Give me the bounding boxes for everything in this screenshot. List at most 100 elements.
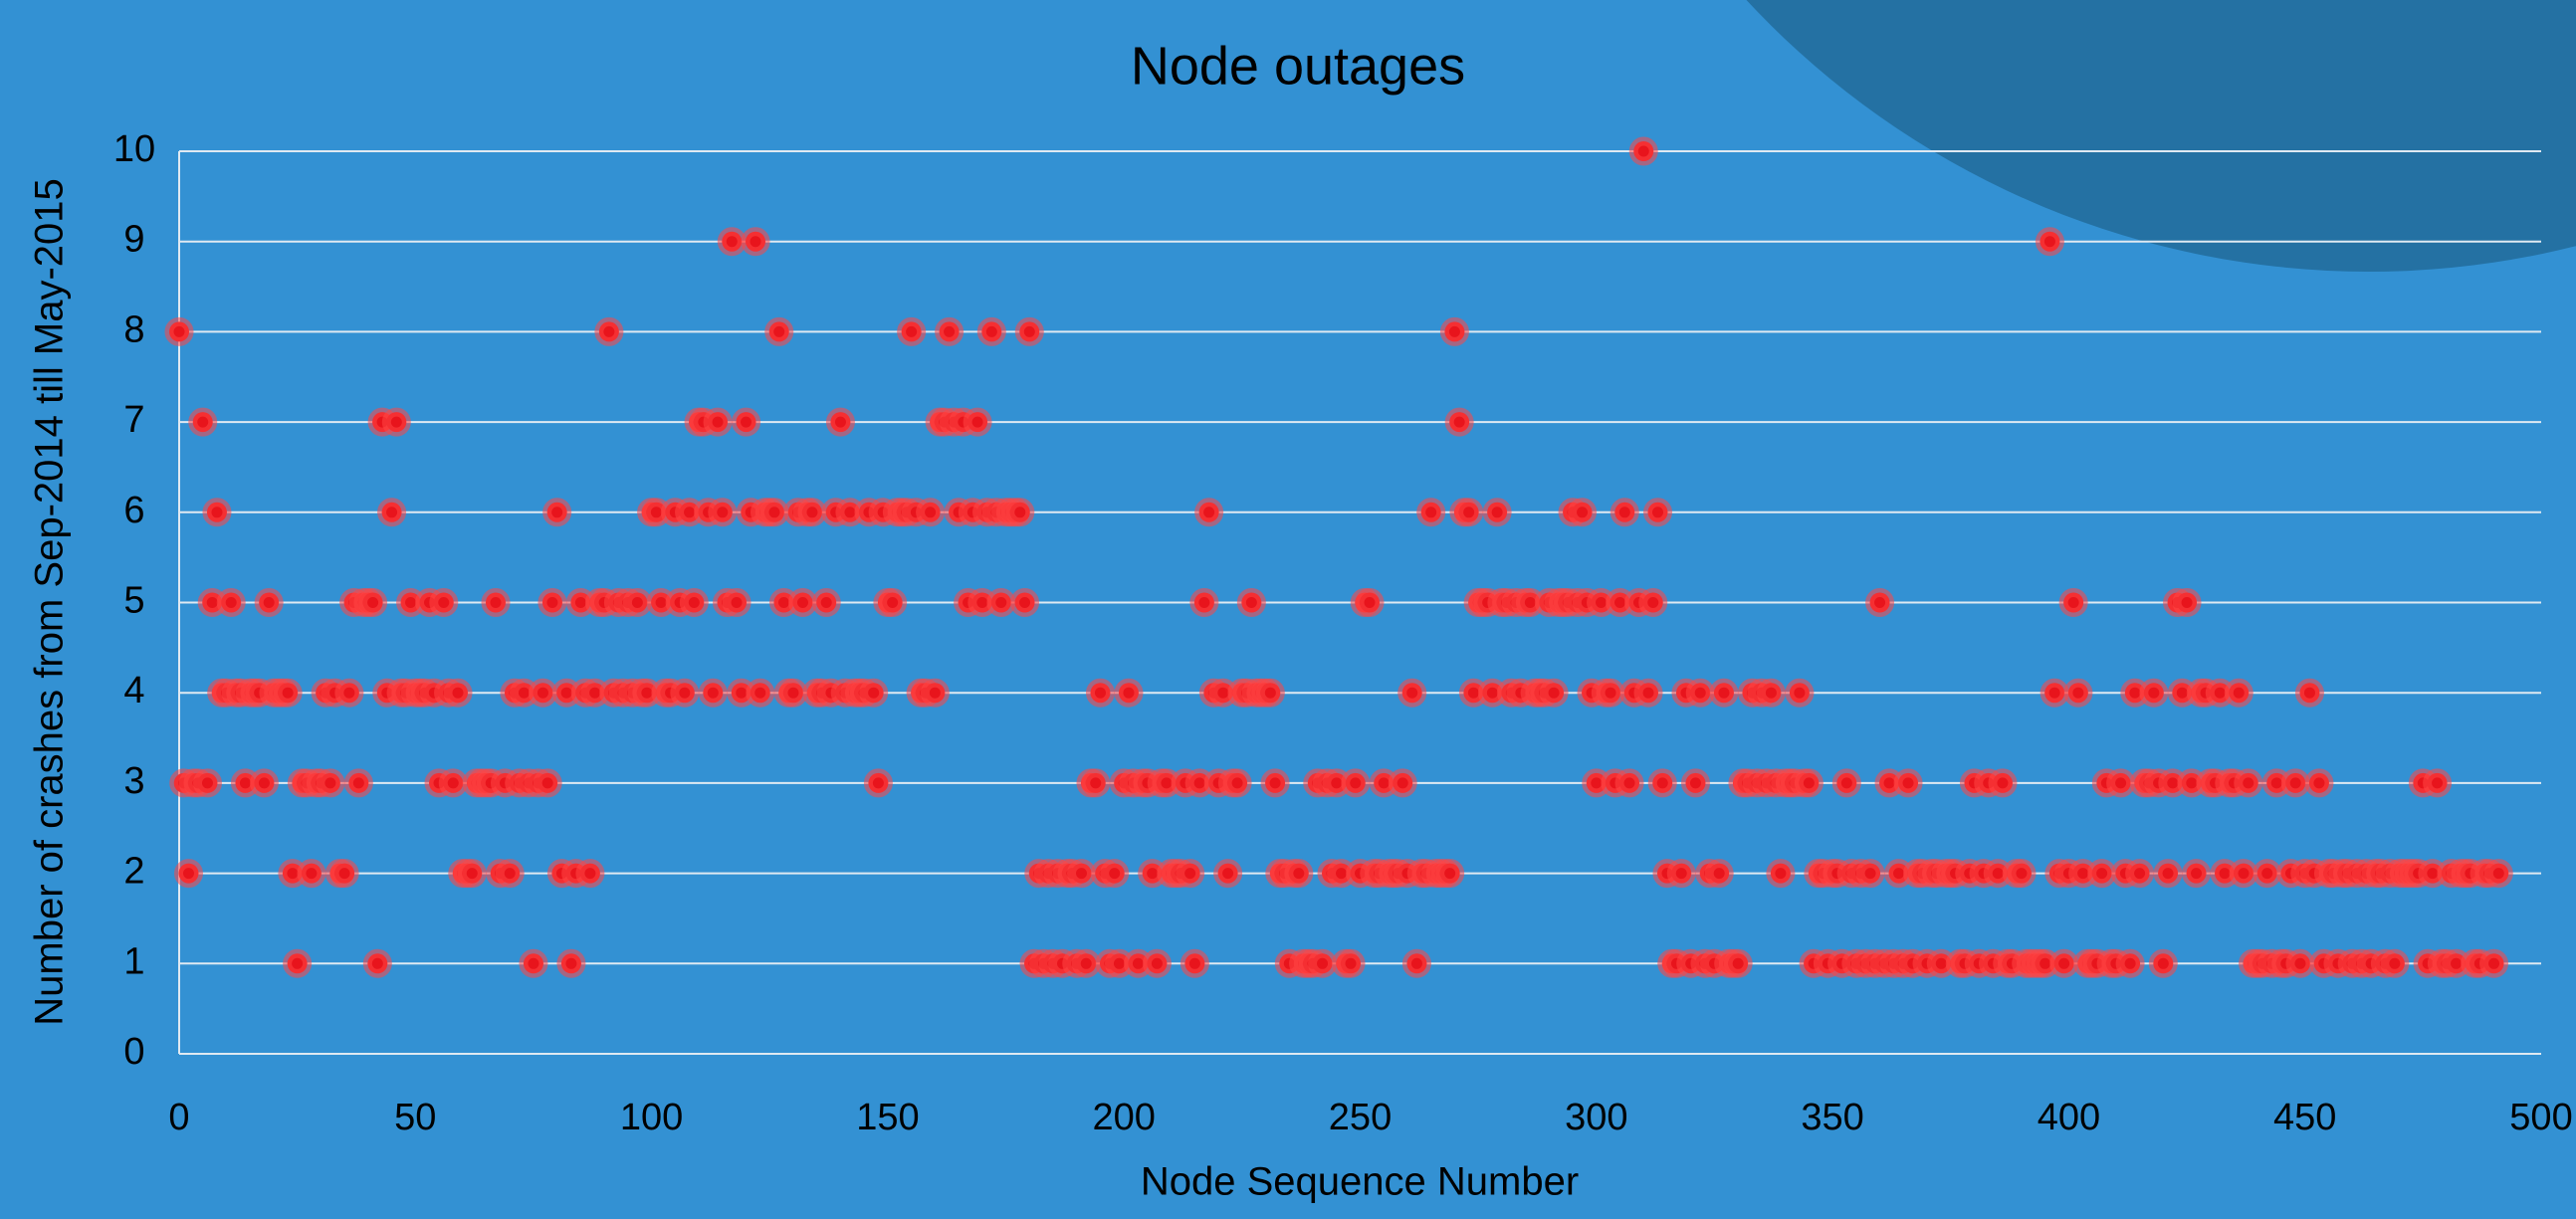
data-point: [1308, 948, 1338, 978]
data-point: [859, 678, 889, 708]
x-tick-label: 0: [168, 1097, 189, 1138]
data-point: [1114, 678, 1144, 708]
data-point: [2280, 768, 2310, 798]
y-tick-label: 5: [123, 580, 144, 622]
data-point: [1222, 768, 1252, 798]
chart-title: Node outages: [1131, 36, 1465, 96]
data-point: [1005, 498, 1035, 527]
decor-circle: [1746, 0, 2576, 272]
data-point: [443, 678, 473, 708]
data-point: [2125, 859, 2155, 889]
data-point: [2479, 948, 2509, 978]
data-point: [1628, 136, 1658, 166]
data-point: [746, 678, 775, 708]
data-point: [362, 948, 392, 978]
data-point: [825, 407, 855, 437]
data-point: [481, 588, 511, 617]
data-point: [1397, 678, 1427, 708]
data-point: [787, 588, 817, 617]
data-point: [2035, 227, 2064, 257]
data-point: [1893, 768, 1923, 798]
data-point: [2294, 678, 2324, 708]
data-point: [1642, 498, 1672, 527]
data-point: [438, 768, 468, 798]
data-point: [2007, 859, 2037, 889]
data-point: [2253, 859, 2282, 889]
data-point: [1647, 768, 1677, 798]
data-point: [708, 498, 738, 527]
data-point: [1388, 768, 1417, 798]
data-point: [764, 316, 794, 346]
data-point: [1236, 588, 1266, 617]
data-point: [732, 407, 761, 437]
data-point: [986, 588, 1016, 617]
data-point: [537, 588, 567, 617]
data-point: [1831, 768, 1861, 798]
data-point: [173, 859, 203, 889]
data-point: [2139, 678, 2169, 708]
data-point: [778, 678, 808, 708]
data-point: [878, 588, 908, 617]
data-point: [519, 948, 548, 978]
data-point: [457, 859, 487, 889]
y-tick-label: 4: [123, 670, 144, 711]
data-point: [1610, 498, 1639, 527]
data-point: [2115, 948, 2145, 978]
data-point: [1785, 678, 1815, 708]
data-point: [1633, 678, 1663, 708]
x-axis-label: Node Sequence Number: [1141, 1160, 1579, 1204]
x-tick-label: 500: [2509, 1097, 2572, 1138]
data-point: [2148, 948, 2178, 978]
data-point: [1066, 859, 1096, 889]
data-point: [1085, 678, 1115, 708]
data-point: [254, 588, 284, 617]
data-point: [1709, 678, 1739, 708]
data-point: [2229, 859, 2258, 889]
data-point: [202, 498, 232, 527]
data-point: [2304, 768, 2334, 798]
data-point: [2153, 859, 2183, 889]
data-point: [377, 498, 407, 527]
data-point: [2423, 768, 2453, 798]
data-point: [216, 588, 246, 617]
data-point: [1435, 859, 1465, 889]
data-point: [1194, 498, 1224, 527]
data-point: [2049, 948, 2079, 978]
y-tick-label: 10: [113, 128, 155, 170]
x-tick-label: 150: [856, 1097, 919, 1138]
data-point: [1539, 678, 1569, 708]
data-point: [1596, 678, 1625, 708]
data-point: [2182, 859, 2212, 889]
y-tick-label: 8: [123, 308, 144, 350]
data-point: [528, 678, 557, 708]
data-point: [575, 859, 605, 889]
data-point: [1855, 859, 1885, 889]
data-point: [164, 316, 194, 346]
data-point: [703, 407, 733, 437]
data-point: [1439, 316, 1469, 346]
data-point: [594, 316, 624, 346]
data-point: [1010, 588, 1040, 617]
data-point: [1189, 588, 1219, 617]
x-tick-label: 300: [1565, 1097, 1627, 1138]
data-point: [358, 588, 388, 617]
data-point: [283, 948, 313, 978]
data-point: [1014, 316, 1044, 346]
data-point: [741, 227, 770, 257]
data-point: [797, 498, 827, 527]
data-point: [1638, 588, 1668, 617]
x-tick-label: 50: [394, 1097, 436, 1138]
data-point: [1865, 588, 1895, 617]
data-point: [192, 768, 222, 798]
data-point: [1176, 859, 1205, 889]
data-point: [622, 588, 652, 617]
data-point: [1355, 588, 1385, 617]
data-point: [316, 768, 345, 798]
data-point: [1704, 859, 1734, 889]
data-point: [2483, 859, 2513, 889]
data-point: [1756, 678, 1786, 708]
x-tick-label: 400: [2038, 1097, 2100, 1138]
data-point: [897, 316, 927, 346]
